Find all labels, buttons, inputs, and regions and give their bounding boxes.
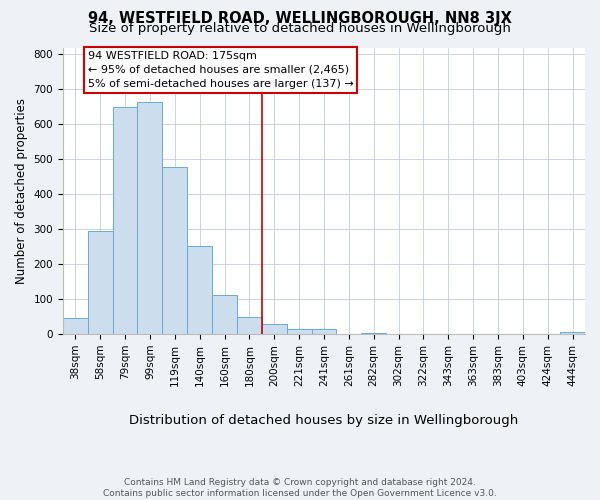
Text: Size of property relative to detached houses in Wellingborough: Size of property relative to detached ho… bbox=[89, 22, 511, 35]
Y-axis label: Number of detached properties: Number of detached properties bbox=[15, 98, 28, 284]
Bar bbox=[212, 294, 237, 334]
Bar bbox=[63, 318, 88, 334]
Bar bbox=[137, 102, 163, 334]
Bar bbox=[361, 333, 386, 334]
Bar bbox=[262, 324, 287, 334]
Text: 94 WESTFIELD ROAD: 175sqm
← 95% of detached houses are smaller (2,465)
5% of sem: 94 WESTFIELD ROAD: 175sqm ← 95% of detac… bbox=[88, 51, 353, 89]
Bar bbox=[187, 246, 212, 334]
Bar bbox=[163, 167, 187, 334]
Bar bbox=[311, 330, 337, 334]
Bar bbox=[560, 332, 585, 334]
Bar bbox=[237, 318, 262, 334]
Bar bbox=[113, 107, 137, 334]
Bar bbox=[88, 231, 113, 334]
X-axis label: Distribution of detached houses by size in Wellingborough: Distribution of detached houses by size … bbox=[130, 414, 518, 428]
Text: Contains HM Land Registry data © Crown copyright and database right 2024.
Contai: Contains HM Land Registry data © Crown c… bbox=[103, 478, 497, 498]
Text: 94, WESTFIELD ROAD, WELLINGBOROUGH, NN8 3JX: 94, WESTFIELD ROAD, WELLINGBOROUGH, NN8 … bbox=[88, 11, 512, 26]
Bar bbox=[287, 329, 311, 334]
